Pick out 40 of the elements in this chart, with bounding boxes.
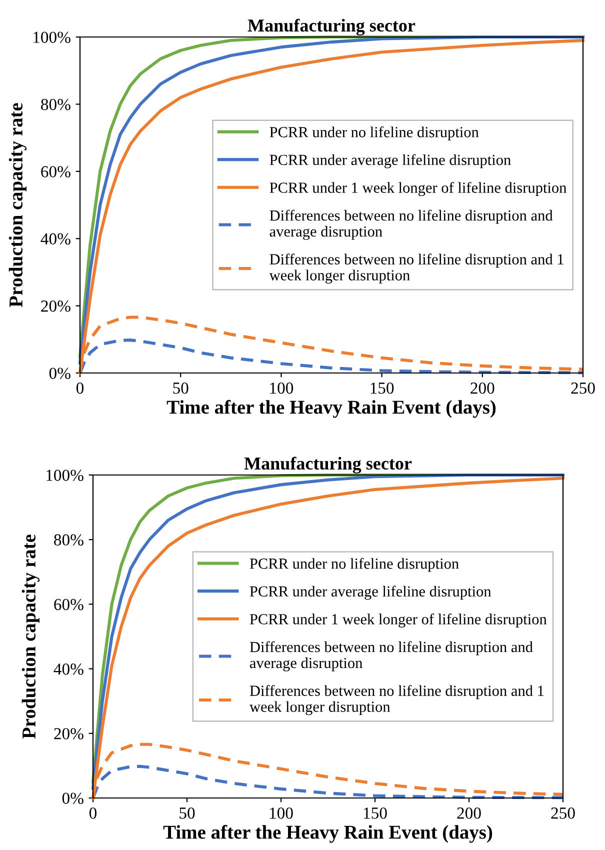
y-axis-title: Production capacity rate: [22, 534, 40, 739]
y-tick-label: 40%: [40, 233, 70, 245]
legend-label: PCRR under 1 week longer of lifeline disruption: [250, 613, 547, 628]
y-tick-label: 100%: [46, 470, 84, 481]
chart-title: Manufacturing sector: [244, 456, 412, 474]
y-tick-label: 0%: [49, 368, 70, 379]
legend-label: PCRR under average lifeline disruption: [270, 154, 511, 168]
y-axis-title: Production capacity rate: [8, 103, 27, 308]
legend-label: PCRR under no lifeline disruption: [270, 126, 479, 140]
legend-label: PCRR under average lifeline disruption: [250, 586, 492, 600]
x-axis-title: Time after the Heavy Rain Event (days): [163, 824, 492, 843]
legend-label: PCRR under no lifeline disruption: [250, 558, 459, 572]
x-tick-label: 150: [364, 808, 387, 819]
legend-label: Differences between no lifeline disruption and 1 week longer disruption: [269, 254, 564, 284]
legend-label: Differences between no lifeline disruption and average disruption: [270, 210, 553, 240]
x-tick-label: 50: [173, 382, 188, 394]
y-tick-label: 40%: [54, 664, 84, 675]
x-tick-label: 100: [270, 382, 294, 394]
x-tick-label: 0: [76, 382, 84, 394]
y-tick-label: 60%: [54, 598, 84, 610]
x-tick-label: 200: [457, 808, 481, 819]
y-tick-label: 0%: [62, 792, 84, 804]
y-tick-label: 100%: [34, 32, 70, 43]
y-tick-label: 80%: [41, 98, 70, 110]
x-tick-label: 50: [180, 808, 195, 819]
x-tick-label: 250: [551, 808, 575, 819]
legend-label: Differences between no lifeline disruption and 1 week longer disruption: [249, 685, 544, 716]
x-tick-label: 0: [89, 808, 97, 819]
y-tick-label: 80%: [54, 534, 84, 546]
x-axis-title: Time after the Heavy Rain Event (days): [166, 400, 496, 418]
legend-label: Differences between no lifeline disruption and average disruption: [250, 641, 533, 672]
y-tick-label: 20%: [54, 728, 84, 740]
y-tick-label: 60%: [41, 166, 70, 178]
y-tick-label: 20%: [41, 300, 70, 312]
x-tick-label: 250: [571, 382, 595, 394]
x-tick-label: 150: [370, 382, 394, 394]
x-tick-label: 100: [270, 808, 293, 819]
chart-title: Manufacturing sector: [248, 18, 416, 36]
x-tick-label: 200: [470, 382, 494, 394]
legend-label: PCRR under 1 week longer of lifeline disruption: [270, 182, 566, 196]
